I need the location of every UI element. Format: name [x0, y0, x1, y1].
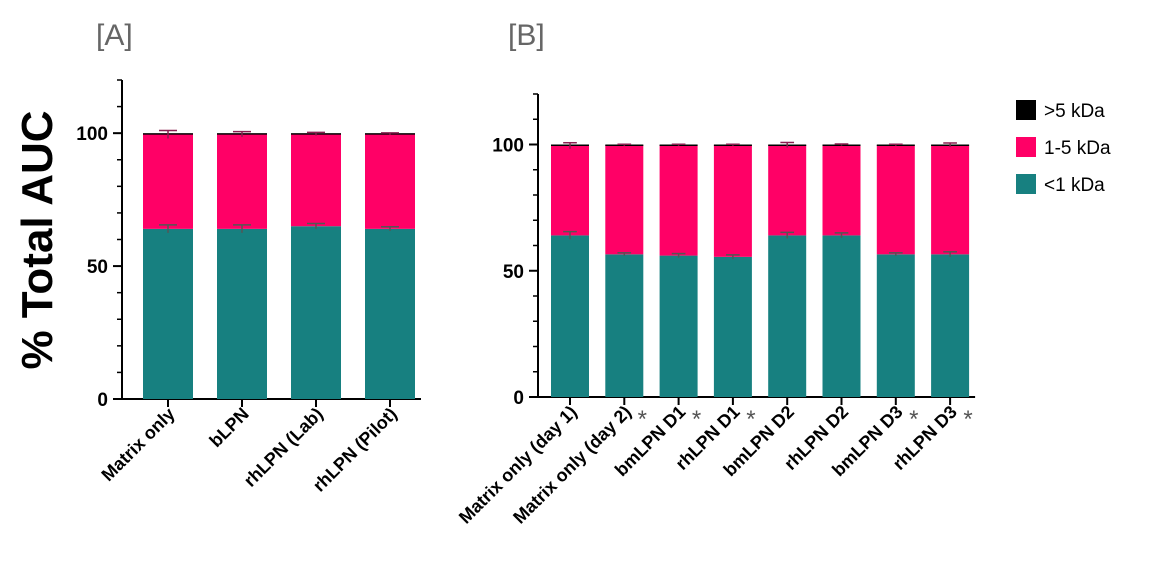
bar-segment-1-5kda: [291, 133, 341, 227]
category-label: bLPN: [205, 404, 252, 451]
bar-segment-lt1kda: [365, 228, 415, 399]
legend-swatch: [1016, 100, 1036, 120]
category-label: Matrix only: [97, 404, 178, 485]
bar-segment-lt1kda: [605, 254, 644, 397]
bar-segment-lt1kda: [768, 235, 807, 397]
legend-swatch: [1016, 137, 1036, 157]
bar-segment-1-5kda: [365, 133, 415, 229]
y-tick-label: 100: [76, 124, 108, 145]
bar-segment-lt1kda: [551, 235, 589, 397]
y-tick-label: 0: [97, 390, 108, 411]
bar-segment-lt1kda: [217, 228, 267, 399]
bar-segment-1-5kda: [143, 134, 193, 229]
significance-marker: *: [746, 406, 755, 433]
bar-segment-lt1kda: [931, 254, 970, 397]
bar-segment-lt1kda: [291, 226, 341, 399]
significance-marker: *: [692, 406, 701, 433]
significance-marker: *: [963, 406, 972, 433]
legend-label: >5 kDa: [1044, 101, 1105, 122]
bar-segment-1-5kda: [713, 145, 752, 257]
bar-segment-1-5kda: [551, 145, 589, 236]
significance-marker: *: [909, 406, 918, 433]
legend: >5 kDa 1-5 kDa <1 kDa: [1016, 100, 1111, 196]
bar-segment-1-5kda: [659, 145, 698, 256]
legend-label: <1 kDa: [1044, 175, 1105, 196]
bar-segment-1-5kda: [768, 145, 807, 236]
y-tick-label: 100: [492, 136, 524, 157]
bar-segment-1-5kda: [217, 134, 267, 229]
bar-segment-lt1kda: [876, 254, 915, 397]
panel-tag: [B]: [508, 19, 545, 52]
y-tick-label: 50: [87, 257, 108, 278]
bar-segment-lt1kda: [713, 256, 752, 397]
y-tick-label: 50: [503, 262, 524, 283]
bar-segment-lt1kda: [143, 228, 193, 399]
y-tick-label: 0: [513, 388, 524, 409]
bar-segment-1-5kda: [605, 145, 644, 255]
y-axis-title: % Total AUC: [13, 110, 62, 369]
bar-segment-lt1kda: [822, 235, 861, 397]
legend-swatch: [1016, 174, 1036, 194]
bar-segment-lt1kda: [659, 255, 698, 397]
bar-segment-1-5kda: [876, 145, 915, 255]
panel-tag: [A]: [96, 19, 133, 52]
significance-marker: *: [638, 406, 647, 433]
bar-segment-1-5kda: [822, 144, 861, 236]
bar-segment-1-5kda: [931, 145, 970, 255]
legend-label: 1-5 kDa: [1044, 138, 1111, 159]
